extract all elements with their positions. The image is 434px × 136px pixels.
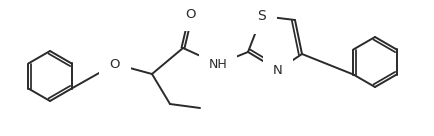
Text: S: S xyxy=(258,9,266,23)
Text: NH: NH xyxy=(209,58,227,70)
Text: O: O xyxy=(110,58,120,70)
Text: O: O xyxy=(186,7,196,21)
Text: N: N xyxy=(273,64,283,76)
